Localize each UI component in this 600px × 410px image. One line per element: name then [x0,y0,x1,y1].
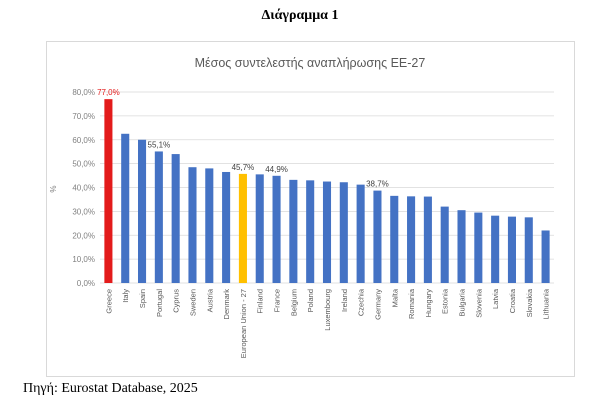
x-tick-label: Czechia [357,288,366,316]
y-tick-label: 40,0% [72,184,95,193]
bar-ireland [339,182,348,283]
bar-luxembourg [322,181,332,283]
x-tick-label: Slovakia [525,288,534,317]
y-tick-label: 50,0% [72,160,95,169]
x-tick-label: Portugal [155,289,164,317]
x-tick-label: Sweden [188,289,197,316]
x-tick-label: Ireland [340,289,349,312]
data-label: 44,9% [265,165,288,174]
data-label: 77,0% [97,88,120,97]
x-tick-label: Germany [373,289,382,320]
y-tick-label: 0,0% [77,279,95,288]
bar-czechia [356,184,365,283]
x-tick-label: Greece [104,289,113,314]
x-tick-label: Cyprus [172,289,181,313]
x-tick-label: European Union - 27 [239,289,248,358]
bar-france [272,175,281,283]
bar-romania [407,196,416,283]
document-heading: Διάγραμμα 1 [261,8,339,23]
x-tick-label: Austria [205,288,214,312]
y-axis-label: % [49,185,58,192]
bar-austria [205,168,214,283]
bar-denmark [222,171,231,283]
data-label: 45,7% [232,163,255,172]
y-tick-label: 30,0% [72,207,95,216]
x-tick-label: Hungary [424,289,433,318]
data-label: 55,1% [148,140,171,149]
y-tick-label: 70,0% [72,112,95,121]
source-note: Πηγή: Eurostat Database, 2025 [23,381,198,396]
data-labels: 77,0% 55,1% 45,7% 44,9% 38,7% [97,88,389,188]
bar-poland [306,180,315,283]
bar-greece [104,99,113,283]
bar-chart: Μέσος συντελεστής αναπλήρωσης ΕΕ-27 % 0,… [49,56,554,358]
bar-belgium [289,179,298,283]
x-tick-label: Romania [407,288,416,319]
bar-bulgaria [457,210,466,283]
x-tick-label: Italy [121,289,130,303]
x-tick-label: Poland [306,289,315,312]
y-axis-ticks: 0,0% 10,0% 20,0% 30,0% 40,0% 50,0% 60,0% 70,0% 8… [72,88,95,288]
chart-frame: Μέσος συντελεστής αναπλήρωσης ΕΕ-27 % 0,… [46,41,575,377]
bar-sweden [188,167,197,283]
x-tick-label: Belgium [289,289,298,316]
x-tick-label: Latvia [491,288,500,309]
bar-european-union-27 [238,173,247,283]
y-tick-label: 60,0% [72,136,95,145]
bar-latvia [491,215,500,283]
bars [104,99,550,283]
bar-lithuania [541,230,550,283]
x-tick-label: Estonia [441,288,450,314]
bar-malta [390,195,399,283]
x-tick-label: Lithuania [542,288,551,319]
bar-italy [121,133,130,283]
x-tick-label: Bulgaria [458,288,467,316]
bar-slovakia [524,217,533,283]
y-tick-label: 20,0% [72,231,95,240]
bar-spain [138,139,147,283]
chart-title: Μέσος συντελεστής αναπλήρωσης ΕΕ-27 [195,56,426,70]
bar-hungary [423,196,432,283]
bar-croatia [507,216,516,283]
bar-cyprus [171,154,180,283]
bar-estonia [440,206,449,283]
x-tick-label: Spain [138,289,147,308]
data-label: 38,7% [366,180,389,189]
x-tick-label: Croatia [508,288,517,313]
y-tick-label: 80,0% [72,88,95,97]
x-tick-label: Finland [256,289,265,314]
bar-finland [255,174,264,283]
x-axis-ticks: Greece Italy Spain Portugal Cyprus Sweden Aust… [104,288,550,358]
bar-slovenia [474,212,483,283]
bar-germany [373,190,382,283]
bar-portugal [154,151,163,283]
x-tick-label: Luxembourg [323,289,332,331]
y-tick-label: 10,0% [72,255,95,264]
x-tick-label: Denmark [222,289,231,320]
x-tick-label: Slovenia [474,288,483,318]
x-tick-label: Malta [390,288,399,307]
x-tick-label: France [273,289,282,312]
